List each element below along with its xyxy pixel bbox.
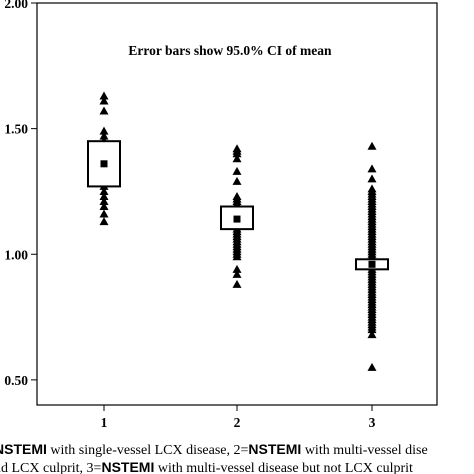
x-tick-label: 1 [101, 415, 108, 430]
x-axis-label-segment: NSTEMI [101, 459, 154, 474]
data-point [232, 176, 242, 185]
x-axis-label-line-1: NSTEMI with single-vessel LCX disease, 2… [0, 441, 428, 458]
ci-error-bar [87, 140, 121, 188]
data-point [367, 362, 377, 371]
data-point [367, 325, 377, 334]
data-point [99, 106, 109, 115]
x-axis-label-segment: with single-vessel LCX disease, 2= [47, 443, 249, 458]
data-point [367, 141, 377, 150]
data-point [232, 269, 242, 278]
y-tick-label: 2.00 [4, 0, 28, 11]
x-tick-label: 3 [369, 415, 376, 430]
y-tick-label: 1.00 [4, 247, 28, 262]
y-tick-label: 1.50 [4, 122, 28, 137]
y-tick-label: 0.50 [4, 373, 28, 388]
plot-marks [87, 91, 389, 371]
mean-marker [100, 160, 108, 168]
data-point [99, 217, 109, 226]
data-point [232, 166, 242, 175]
data-point [99, 131, 109, 140]
x-axis-label-segment: with multi-vessel disease but not LCX cu… [154, 461, 413, 474]
x-axis-label-segment: with multi-vessel dise [301, 443, 427, 458]
data-point [367, 330, 377, 339]
data-point [99, 126, 109, 135]
data-point [232, 279, 242, 288]
x-axis-label-segment: nd LCX culprit, 3= [0, 461, 102, 474]
x-axis-label-segment: NSTEMI [0, 441, 47, 457]
chart-annotation: Error bars show 95.0% CI of mean [128, 43, 332, 58]
data-point [232, 264, 242, 273]
x-axis-label-segment: NSTEMI [248, 441, 301, 457]
data-point [99, 202, 109, 211]
group-2 [220, 144, 254, 288]
group-3 [355, 141, 389, 371]
data-point [232, 252, 242, 261]
group-1 [87, 91, 121, 226]
data-point [99, 96, 109, 105]
data-point [367, 164, 377, 173]
data-point [232, 149, 242, 158]
y-axis: 2.00 1.50 1.00 0.50 [4, 0, 37, 388]
mean-marker [368, 260, 376, 268]
data-point [99, 191, 109, 200]
x-axis-label-line-2: nd LCX culprit, 3=NSTEMI with multi-vess… [0, 459, 413, 474]
data-point [99, 91, 109, 100]
data-point [367, 174, 377, 183]
x-tick-label: 2 [234, 415, 241, 430]
mean-marker [233, 215, 241, 223]
data-point [99, 209, 109, 218]
x-axis: 1 2 3 [101, 405, 376, 430]
data-point [99, 196, 109, 205]
data-point [232, 154, 242, 163]
data-point [99, 186, 109, 195]
